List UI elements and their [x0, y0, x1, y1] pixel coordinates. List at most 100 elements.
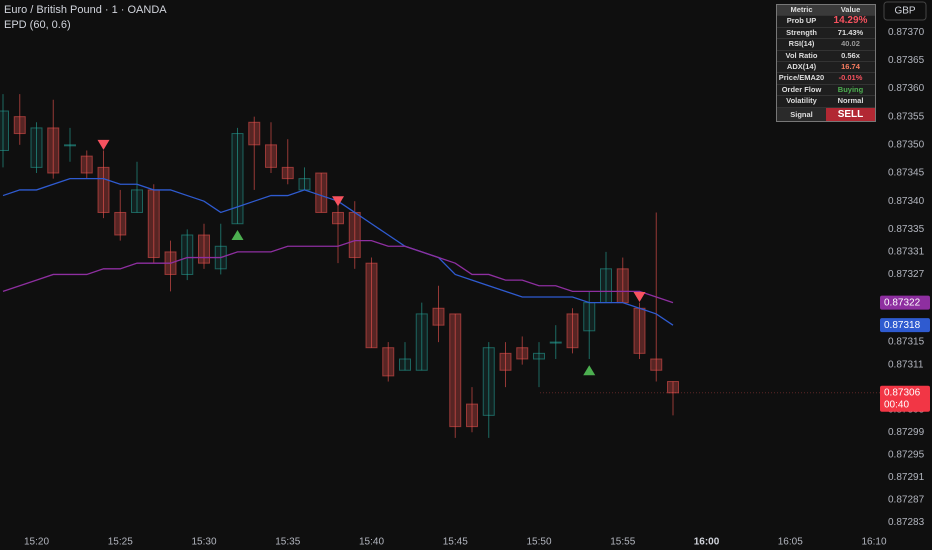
- table-cell: 14.29%: [833, 15, 868, 27]
- candle-body: [415, 313, 428, 371]
- buy-marker: [231, 230, 244, 241]
- table-row: Vol Ratio 0.56x: [777, 49, 875, 61]
- candle-body: [332, 211, 344, 225]
- table-row: Volatility Normal: [777, 95, 875, 106]
- candle-body: [198, 234, 210, 264]
- y-tick-label: 0.87299: [888, 427, 925, 438]
- candle-body: [432, 307, 445, 326]
- table-cell: 71.43%: [837, 27, 864, 37]
- candle-body: [348, 211, 361, 259]
- candle-body: [0, 110, 9, 151]
- currency-label[interactable]: GBP: [894, 6, 915, 17]
- currency-button[interactable]: [883, 1, 927, 21]
- y-tick-label: 0.87291: [888, 472, 925, 483]
- table-cell: Buying: [837, 84, 864, 94]
- candle-body: [248, 121, 261, 146]
- x-tick-label: 16:10: [861, 537, 886, 548]
- candle-body: [131, 189, 143, 213]
- candle-body: [667, 381, 679, 394]
- indicator-label: EPD (60, 0.6): [4, 19, 71, 31]
- y-tick-label: 0.87365: [888, 55, 925, 66]
- table-cell: Price/EMA20: [778, 73, 825, 83]
- candle-body: [147, 189, 160, 259]
- table-row: Metric Value: [777, 5, 875, 16]
- candle-body: [315, 172, 328, 213]
- x-tick-label: 15:45: [443, 537, 468, 548]
- candle-body: [566, 313, 579, 349]
- price-badge-label: 0.87322: [884, 297, 921, 308]
- x-tick-label: 15:50: [526, 537, 551, 548]
- table-cell: SELL: [826, 107, 875, 121]
- y-tick-label: 0.87350: [888, 139, 925, 150]
- candle-body: [281, 166, 294, 180]
- metrics-table: Metric Value Prob UP 14.29% Strength 71.43% RS…: [776, 4, 876, 122]
- table-row: RSI(14) 40.02: [777, 38, 875, 49]
- candle-body: [583, 302, 596, 332]
- sell-marker: [633, 291, 646, 302]
- table-cell: 0.56x: [841, 50, 860, 60]
- y-tick-label: 0.87295: [888, 449, 925, 460]
- y-tick-label: 0.87287: [888, 495, 925, 506]
- price-badge: [880, 385, 930, 412]
- candle-body: [616, 268, 629, 304]
- candle-body: [30, 127, 43, 168]
- table-row: ADX(14) 16.74: [777, 60, 875, 72]
- table-cell: Value: [840, 5, 861, 14]
- y-tick-label: 0.87311: [888, 359, 924, 370]
- table-cell: Vol Ratio: [785, 50, 818, 60]
- buy-marker: [583, 365, 596, 376]
- price-badge-label: 0.87306: [884, 387, 921, 398]
- table-cell: Normal: [837, 96, 864, 106]
- table-cell: Prob UP: [786, 16, 817, 26]
- candle-body: [382, 347, 395, 377]
- y-tick-label: 0.87335: [888, 224, 925, 235]
- table-cell: Metric: [790, 5, 813, 14]
- table-cell: Volatility: [786, 96, 817, 106]
- table-cell: Strength: [786, 27, 817, 37]
- y-tick-label: 0.87283: [888, 517, 925, 528]
- y-tick-label: 0.87370: [888, 27, 925, 38]
- sell-marker: [97, 139, 110, 150]
- table-row: Order Flow Buying: [777, 83, 875, 95]
- table-cell: -0.01%: [838, 73, 863, 83]
- symbol-title: Euro / British Pound · 1 · OANDA: [4, 4, 167, 16]
- candle-body: [482, 347, 495, 416]
- price-badge: [880, 295, 930, 310]
- table-cell: 40.02: [841, 39, 860, 49]
- x-tick-label: 16:05: [778, 537, 803, 548]
- candle-body: [399, 358, 411, 371]
- x-tick-label: 16:00: [694, 537, 720, 548]
- candle-body: [516, 347, 529, 360]
- table-row: Signal SELL: [777, 106, 875, 121]
- candle-body: [466, 403, 478, 428]
- x-tick-label: 15:30: [191, 537, 216, 548]
- candle-body: [47, 127, 60, 174]
- x-tick-label: 15:35: [275, 537, 300, 548]
- plot-area: [0, 94, 880, 438]
- y-tick-label: 0.87331: [888, 247, 925, 258]
- y-tick-label: 0.87315: [888, 337, 925, 348]
- candle-body: [114, 211, 127, 236]
- y-tick-label: 0.87360: [888, 83, 925, 94]
- y-tick-label: 0.87345: [888, 168, 925, 179]
- y-tick-label: 0.87327: [888, 269, 925, 280]
- candle-body: [298, 178, 311, 191]
- candle-body: [265, 144, 277, 168]
- y-tick-label: 0.87340: [888, 196, 925, 207]
- countdown-label: 00:40: [884, 399, 909, 410]
- table-row: Strength 71.43%: [777, 26, 875, 38]
- candle-body: [633, 307, 646, 354]
- table-row: Prob UP 14.29%: [777, 15, 875, 26]
- x-tick-label: 15:25: [108, 537, 133, 548]
- price-badge-label: 0.87318: [884, 320, 921, 331]
- candle-body: [499, 352, 512, 371]
- candle-body: [181, 234, 194, 275]
- table-cell: ADX(14): [786, 61, 817, 71]
- candle-body: [64, 144, 76, 147]
- table-cell: Signal: [790, 109, 813, 119]
- candle-body: [600, 268, 612, 304]
- price-badge: [880, 318, 930, 333]
- candle-body: [449, 313, 462, 428]
